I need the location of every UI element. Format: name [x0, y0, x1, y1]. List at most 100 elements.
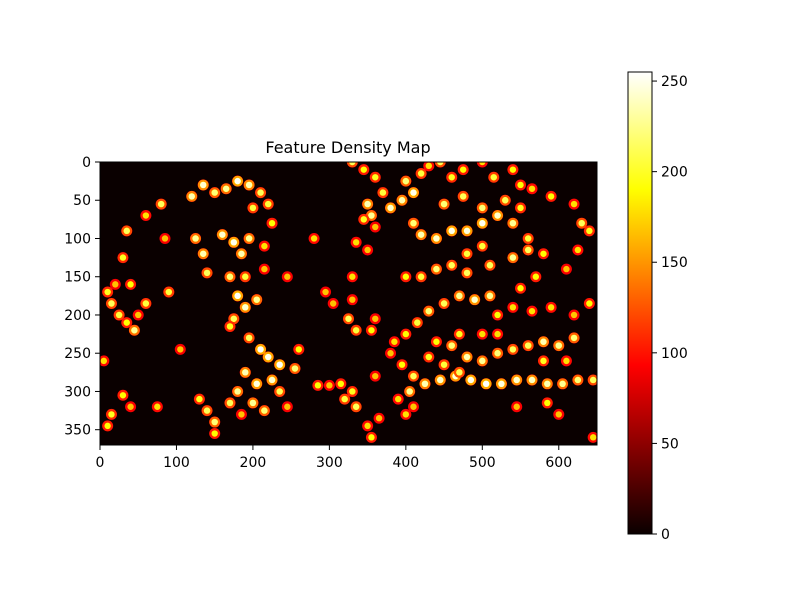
heat-feature [350, 401, 362, 413]
heat-feature [201, 405, 213, 417]
x-tick-label: 0 [96, 455, 105, 471]
x-tick-label: 400 [392, 455, 419, 471]
y-tick-label: 250 [64, 346, 91, 362]
heat-feature [323, 379, 335, 391]
heat-feature [369, 171, 381, 183]
heat-feature [587, 374, 597, 386]
heat-feature [461, 267, 473, 279]
heat-feature [346, 271, 358, 283]
heat-feature [430, 263, 442, 275]
heat-feature [258, 240, 270, 252]
heat-feature [423, 162, 435, 172]
heat-feature [457, 190, 469, 202]
colorbar-tick-label: 200 [661, 165, 688, 181]
heat-feature [400, 271, 412, 283]
heat-feature [102, 420, 114, 432]
heat-feature [545, 190, 557, 202]
y-tick-label: 200 [64, 308, 91, 324]
heat-feature [583, 298, 595, 309]
heat-feature [163, 286, 175, 298]
heat-feature [174, 343, 186, 355]
heat-feature [461, 225, 473, 237]
heat-feature [545, 301, 557, 313]
heat-feature [385, 347, 397, 359]
heat-feature [476, 162, 488, 168]
heat-feature [476, 240, 488, 252]
heat-feature [560, 263, 572, 275]
heat-feature [446, 225, 458, 237]
heat-feature [258, 405, 270, 417]
heat-feature [369, 370, 381, 382]
heat-feature [419, 378, 431, 390]
heat-feature [396, 194, 408, 206]
heat-feature [132, 309, 144, 321]
heat-feature [415, 167, 427, 179]
heat-feature [216, 229, 228, 241]
heat-feature [350, 236, 362, 248]
heat-feature [117, 252, 129, 264]
heat-feature [492, 328, 504, 340]
colorbar-tick-label: 150 [661, 255, 688, 271]
heat-feature [239, 301, 251, 313]
colorbar: 0 50 100 150 200 250 [627, 71, 688, 543]
heat-feature [209, 428, 221, 440]
heat-feature [511, 374, 523, 386]
colorbar-tick-label: 100 [661, 346, 688, 362]
heat-feature [526, 374, 538, 386]
heat-feature [568, 198, 580, 210]
heat-feature [461, 351, 473, 363]
heat-feature [102, 286, 114, 298]
colorbar-tick-label: 50 [661, 436, 679, 452]
heat-feature [105, 298, 117, 309]
heat-feature [465, 374, 477, 386]
x-tick-label: 600 [545, 455, 572, 471]
y-tick-label: 50 [73, 193, 91, 209]
heat-feature [140, 210, 152, 222]
heat-feature [400, 175, 412, 187]
heat-feature [537, 248, 549, 260]
heat-feature [553, 340, 565, 352]
heat-feature [209, 416, 221, 428]
heat-feature [235, 248, 247, 260]
heat-feature [247, 202, 259, 214]
heat-feature [220, 183, 232, 195]
heat-feature [293, 343, 305, 355]
heat-feature [232, 175, 244, 187]
heat-feature [140, 298, 152, 309]
heat-feature [522, 340, 534, 352]
heat-feature [400, 328, 412, 340]
heat-feature [262, 198, 274, 210]
heat-feature [193, 393, 205, 405]
heat-feature [243, 232, 255, 244]
heat-feature [541, 378, 553, 390]
heat-feature [434, 162, 446, 168]
heat-feature [105, 408, 117, 420]
heat-feature [537, 355, 549, 367]
x-tick-label: 300 [316, 455, 343, 471]
heat-feature [155, 198, 167, 210]
heat-feature [308, 232, 320, 244]
heat-feature [346, 162, 358, 168]
y-tick-label: 0 [82, 155, 91, 171]
heat-feature [572, 374, 584, 386]
heat-feature [239, 366, 251, 378]
heat-feature [190, 232, 202, 244]
heat-feature [125, 401, 137, 413]
heat-feature [232, 385, 244, 397]
heat-feature [224, 271, 236, 283]
heat-feature [453, 290, 465, 302]
heat-feature [430, 336, 442, 348]
heat-feature [461, 248, 473, 260]
heat-feature [186, 190, 198, 202]
y-tick-label: 100 [64, 231, 91, 247]
heat-feature [365, 431, 377, 443]
y-tick-label: 300 [64, 384, 91, 400]
heat-feature [407, 370, 419, 382]
heat-feature [568, 332, 580, 344]
heat-feature [385, 202, 397, 214]
heat-feature [239, 271, 251, 283]
heatmap-image [100, 162, 597, 445]
heat-feature [128, 324, 140, 336]
heat-feature [507, 343, 519, 355]
